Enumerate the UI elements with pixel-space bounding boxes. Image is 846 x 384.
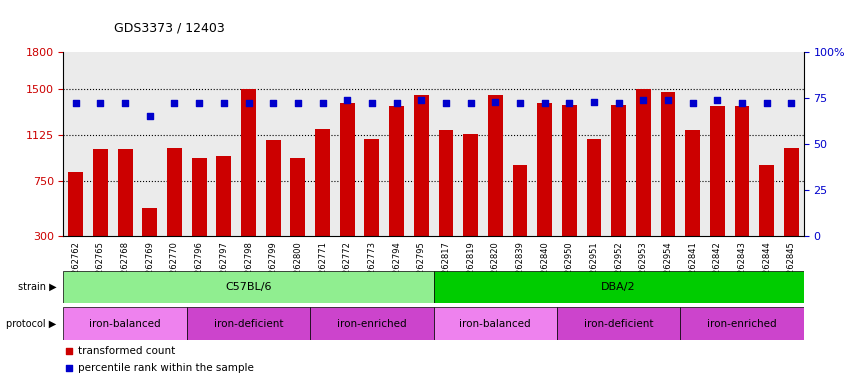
Text: iron-deficient: iron-deficient: [584, 318, 653, 329]
Bar: [63, 271, 433, 303]
Bar: [315, 129, 330, 236]
Bar: [710, 106, 725, 236]
Point: [612, 100, 625, 106]
Bar: [661, 93, 675, 236]
Point: [636, 97, 650, 103]
Text: GDS3373 / 12403: GDS3373 / 12403: [114, 22, 225, 35]
Point: [488, 99, 502, 105]
Point: [69, 100, 83, 106]
Point: [760, 100, 773, 106]
Text: iron-enriched: iron-enriched: [707, 318, 777, 329]
Point: [481, 300, 494, 306]
Point: [340, 97, 354, 103]
Bar: [784, 148, 799, 236]
Bar: [142, 208, 157, 236]
Point: [662, 97, 675, 103]
Point: [587, 99, 601, 105]
Bar: [636, 89, 651, 236]
Bar: [192, 157, 206, 236]
Bar: [586, 139, 602, 236]
Point: [481, 147, 494, 153]
Point: [242, 100, 255, 106]
Bar: [759, 165, 774, 236]
Point: [735, 100, 749, 106]
Bar: [562, 105, 577, 236]
Bar: [266, 140, 281, 236]
Bar: [63, 307, 187, 340]
Point: [192, 100, 206, 106]
Text: percentile rank within the sample: percentile rank within the sample: [78, 363, 254, 373]
Bar: [433, 271, 804, 303]
Bar: [734, 106, 750, 236]
Point: [514, 100, 527, 106]
Point: [217, 100, 231, 106]
Bar: [433, 307, 557, 340]
Point: [686, 100, 700, 106]
Bar: [290, 157, 305, 236]
Text: DBA/2: DBA/2: [602, 282, 636, 292]
Text: iron-deficient: iron-deficient: [214, 318, 283, 329]
Point: [538, 100, 552, 106]
Bar: [118, 149, 133, 236]
Bar: [680, 307, 804, 340]
Bar: [69, 172, 83, 236]
Bar: [463, 134, 478, 236]
Point: [291, 100, 305, 106]
Bar: [310, 307, 433, 340]
Bar: [93, 149, 107, 236]
Point: [168, 100, 181, 106]
Bar: [340, 103, 354, 236]
Bar: [217, 156, 231, 236]
Point: [390, 100, 404, 106]
Bar: [611, 105, 626, 236]
Point: [143, 113, 157, 119]
Point: [365, 100, 379, 106]
Point: [439, 100, 453, 106]
Bar: [537, 103, 552, 236]
Bar: [187, 307, 310, 340]
Point: [266, 100, 280, 106]
Bar: [513, 165, 527, 236]
Bar: [685, 131, 700, 236]
Text: iron-balanced: iron-balanced: [90, 318, 161, 329]
Point: [464, 100, 477, 106]
Bar: [557, 307, 680, 340]
Bar: [241, 89, 255, 236]
Text: protocol ▶: protocol ▶: [6, 318, 56, 329]
Bar: [488, 95, 503, 236]
Bar: [438, 131, 453, 236]
Point: [316, 100, 329, 106]
Point: [784, 100, 798, 106]
Text: iron-balanced: iron-balanced: [459, 318, 531, 329]
Bar: [167, 148, 182, 236]
Text: transformed count: transformed count: [78, 346, 175, 356]
Point: [118, 100, 132, 106]
Point: [415, 97, 428, 103]
Bar: [365, 139, 379, 236]
Bar: [414, 95, 429, 236]
Text: C57BL/6: C57BL/6: [225, 282, 272, 292]
Point: [94, 100, 107, 106]
Point: [711, 97, 724, 103]
Text: iron-enriched: iron-enriched: [337, 318, 407, 329]
Point: [563, 100, 576, 106]
Bar: [389, 106, 404, 236]
Text: strain ▶: strain ▶: [18, 282, 56, 292]
